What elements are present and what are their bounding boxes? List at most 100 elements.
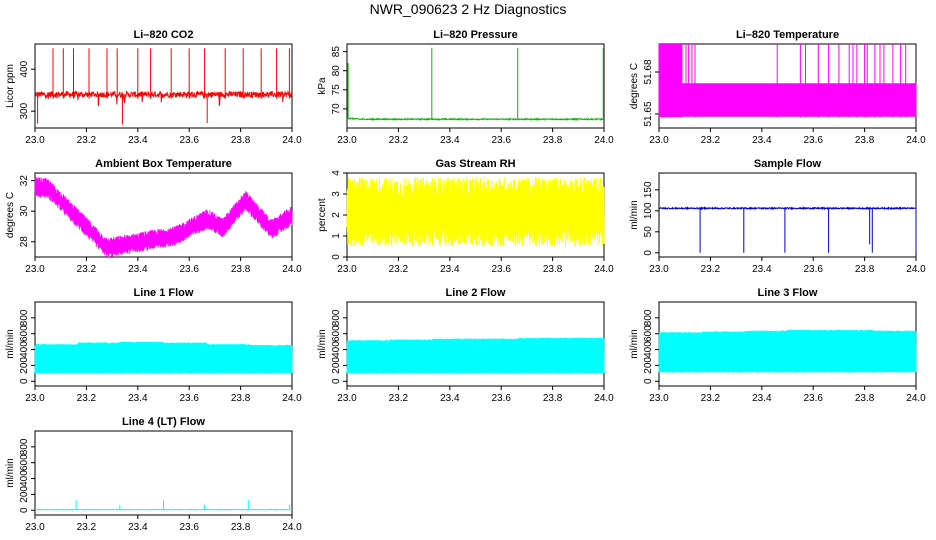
x-tick-label: 23.8 <box>231 135 251 146</box>
y-tick-label: 300 <box>19 102 30 119</box>
y-tick-label: 2 <box>331 212 342 218</box>
y-tick-label: 28 <box>19 236 30 248</box>
plot-frame <box>34 43 293 129</box>
x-tick-label: 23.4 <box>128 264 148 275</box>
x-tick-label: 23.4 <box>128 522 148 533</box>
y-tick-label: 50 <box>643 226 654 238</box>
y-axis-label: ml/min <box>5 458 16 487</box>
chart-panel: Li–820 CO2 23.0 23.2 23.4 23.6 23.8 24.0 300 400… <box>5 29 302 146</box>
plot-frame <box>346 43 605 129</box>
x-tick-label: 24.0 <box>282 393 302 404</box>
series-line <box>658 44 917 118</box>
x-tick-label: 23.2 <box>77 264 97 275</box>
x-tick-label: 23.8 <box>855 393 875 404</box>
x-tick-label: 23.2 <box>77 393 97 404</box>
x-tick-label: 23.2 <box>77 135 97 146</box>
x-tick-label: 23.2 <box>389 264 409 275</box>
x-tick-label: 23.0 <box>337 393 357 404</box>
y-tick-label: 85 <box>331 46 342 58</box>
x-tick-label: 24.0 <box>282 135 302 146</box>
y-tick-label: 30 <box>19 205 30 217</box>
x-tick-label: 23.8 <box>231 264 251 275</box>
x-tick-label: 24.0 <box>906 264 926 275</box>
y-tick-label: 0 <box>331 378 342 384</box>
chart-panel: Line 4 (LT) Flow 23.0 23.2 23.4 23.6 23.8 24.0… <box>5 416 302 533</box>
chart-title: Line 1 Flow <box>134 287 194 299</box>
y-tick-label: 400 <box>19 341 30 358</box>
y-tick-label: 1 <box>331 233 342 239</box>
y-tick-label: 200 <box>331 357 342 374</box>
x-tick-label: 24.0 <box>282 522 302 533</box>
chart-panel: Line 3 Flow 23.0 23.2 23.4 23.6 23.8 24.0 0 2004… <box>629 287 926 404</box>
chart-title: Li–820 CO2 <box>134 29 194 41</box>
x-tick-label: 23.8 <box>855 264 875 275</box>
x-tick-label: 24.0 <box>594 393 614 404</box>
y-tick-label: 32 <box>19 175 30 187</box>
y-axis-label: ml/min <box>629 200 640 229</box>
x-tick-label: 23.8 <box>231 522 251 533</box>
x-tick-label: 23.6 <box>179 135 199 146</box>
y-tick-label: 600 <box>19 454 30 471</box>
y-axis-label: kPa <box>317 77 328 95</box>
chart-panel: Li–820 Pressure 23.0 23.2 23.4 23.6 23.8 24.0 7… <box>317 29 614 146</box>
y-tick-label: 600 <box>331 325 342 342</box>
series-line <box>658 329 917 373</box>
x-tick-label: 24.0 <box>282 264 302 275</box>
chart-title: Li–820 Pressure <box>433 29 517 41</box>
y-tick-label: 800 <box>19 438 30 455</box>
series-line <box>34 48 293 125</box>
y-tick-label: 800 <box>331 309 342 326</box>
y-tick-label: 400 <box>643 341 654 358</box>
y-tick-label: 800 <box>19 309 30 326</box>
x-tick-label: 23.4 <box>440 264 460 275</box>
x-tick-label: 23.6 <box>803 264 823 275</box>
x-tick-label: 23.6 <box>179 393 199 404</box>
x-tick-label: 24.0 <box>594 264 614 275</box>
x-tick-label: 23.0 <box>25 264 45 275</box>
x-tick-label: 23.6 <box>803 135 823 146</box>
x-tick-label: 23.8 <box>543 264 563 275</box>
x-tick-label: 23.4 <box>128 135 148 146</box>
y-axis-label: ml/min <box>5 329 16 358</box>
chart-panel: Sample Flow 23.0 23.2 23.4 23.6 23.8 24.0 0 50 10… <box>629 158 926 275</box>
y-tick-label: 100 <box>643 202 654 219</box>
x-tick-label: 23.2 <box>389 393 409 404</box>
x-tick-label: 23.0 <box>25 522 45 533</box>
chart-panel: Line 2 Flow 23.0 23.2 23.4 23.6 23.8 24.0 0 2004… <box>317 287 614 404</box>
series-line <box>34 341 293 374</box>
x-tick-label: 23.2 <box>701 135 721 146</box>
x-tick-label: 23.8 <box>231 393 251 404</box>
series-line <box>34 499 293 511</box>
x-tick-label: 23.0 <box>337 264 357 275</box>
y-tick-label: 800 <box>643 309 654 326</box>
chart-title: Sample Flow <box>754 158 822 170</box>
x-tick-label: 24.0 <box>594 135 614 146</box>
y-axis-label: degrees C <box>5 192 16 238</box>
x-tick-label: 23.8 <box>543 393 563 404</box>
y-tick-label: 4 <box>331 170 342 176</box>
x-tick-label: 23.0 <box>25 135 45 146</box>
y-axis-label: Licor ppm <box>5 64 16 108</box>
y-tick-label: 80 <box>331 65 342 77</box>
y-tick-label: 3 <box>331 191 342 197</box>
chart-title: Ambient Box Temperature <box>95 158 232 170</box>
series-line <box>346 47 605 122</box>
x-tick-label: 23.2 <box>701 264 721 275</box>
y-axis-label: ml/min <box>317 329 328 358</box>
plot-frame <box>34 301 293 387</box>
chart-panel: Gas Stream RH 23.0 23.2 23.4 23.6 23.8 24.0 0 1 2… <box>317 158 614 275</box>
x-tick-label: 23.0 <box>25 393 45 404</box>
chart-title: Line 2 Flow <box>446 287 506 299</box>
x-tick-label: 23.6 <box>491 264 511 275</box>
series-line <box>34 177 293 258</box>
chart-panel: Li–820 Temperature 23.0 23.2 23.4 23.6 23.8 24… <box>629 29 926 146</box>
x-tick-label: 23.6 <box>179 264 199 275</box>
y-tick-label: 400 <box>19 470 30 487</box>
x-tick-label: 23.0 <box>649 264 669 275</box>
x-tick-label: 24.0 <box>906 393 926 404</box>
x-tick-label: 23.6 <box>179 522 199 533</box>
y-tick-label: 0 <box>643 250 654 256</box>
y-axis-label: percent <box>317 198 328 232</box>
